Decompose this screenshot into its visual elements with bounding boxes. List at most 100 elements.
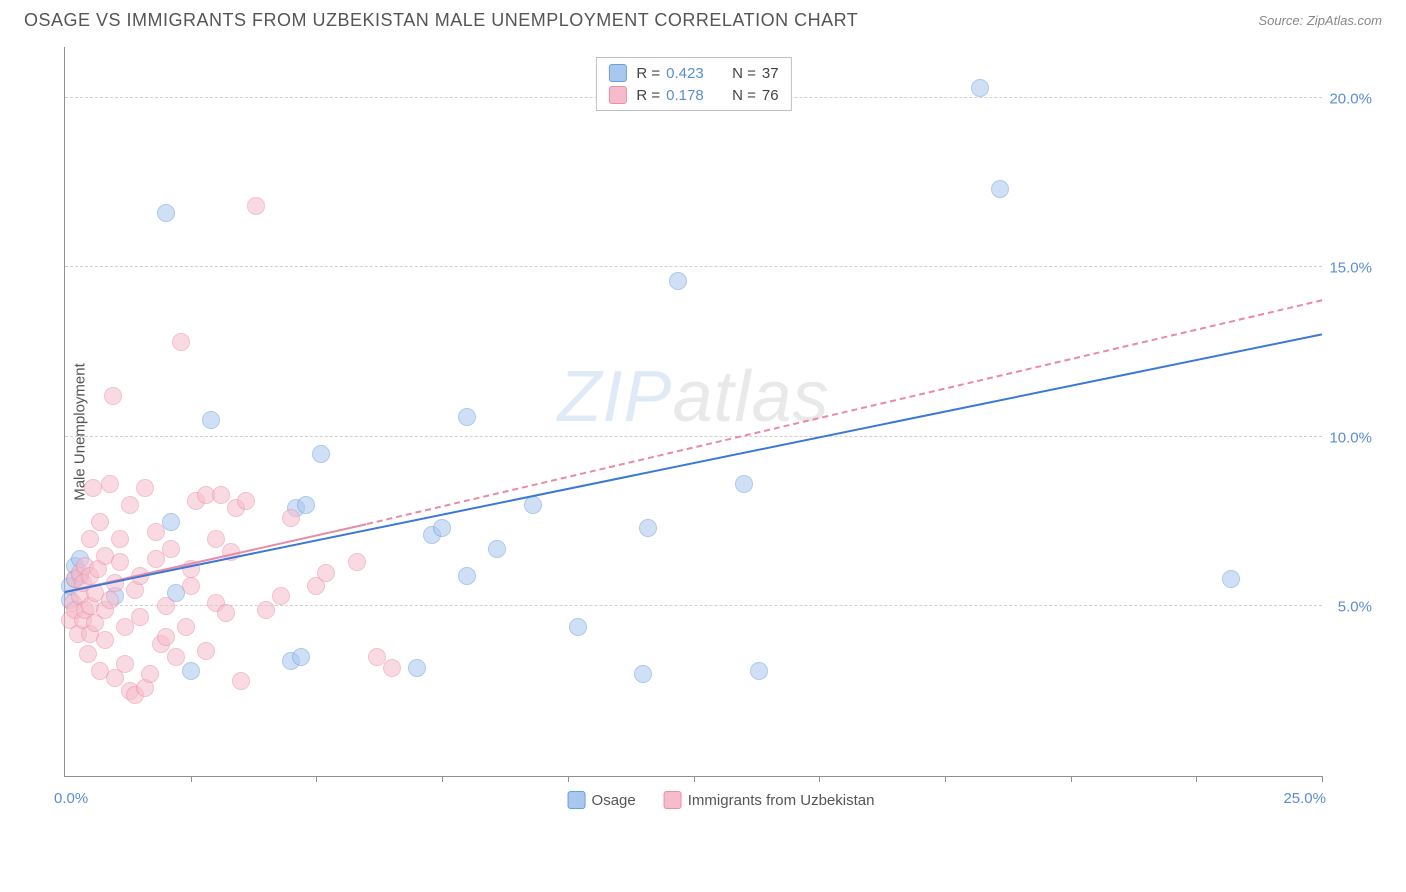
y-tick-label: 15.0% <box>1329 260 1372 277</box>
data-point-uzbekistan <box>197 642 215 660</box>
legend-row-osage: R = 0.423 N = 37 <box>608 62 778 84</box>
chart-source: Source: ZipAtlas.com <box>1258 13 1382 28</box>
x-tick <box>442 776 443 782</box>
data-point-uzbekistan <box>79 645 97 663</box>
legend-n-value-uzbekistan: 76 <box>762 87 779 104</box>
data-point-osage <box>182 662 200 680</box>
data-point-uzbekistan <box>247 197 265 215</box>
x-tick <box>819 776 820 782</box>
trend-line <box>366 299 1322 525</box>
data-point-uzbekistan <box>111 530 129 548</box>
data-point-osage <box>408 659 426 677</box>
data-point-uzbekistan <box>111 553 129 571</box>
data-point-osage <box>750 662 768 680</box>
legend-row-uzbekistan: R = 0.178 N = 76 <box>608 84 778 106</box>
data-point-uzbekistan <box>317 564 335 582</box>
data-point-uzbekistan <box>157 628 175 646</box>
data-point-uzbekistan <box>177 618 195 636</box>
data-point-uzbekistan <box>167 648 185 666</box>
chart-header: OSAGE VS IMMIGRANTS FROM UZBEKISTAN MALE… <box>0 0 1406 37</box>
data-point-uzbekistan <box>116 655 134 673</box>
legend-swatch-osage <box>608 64 626 82</box>
data-point-uzbekistan <box>84 479 102 497</box>
legend-n-value-osage: 37 <box>762 65 779 82</box>
data-point-osage <box>157 204 175 222</box>
data-point-uzbekistan <box>232 672 250 690</box>
data-point-uzbekistan <box>101 591 119 609</box>
data-point-osage <box>639 519 657 537</box>
legend-swatch-osage-bottom <box>568 791 586 809</box>
data-point-osage <box>162 513 180 531</box>
legend-swatch-uzbekistan <box>608 86 626 104</box>
x-tick <box>191 776 192 782</box>
data-point-osage <box>433 519 451 537</box>
data-point-osage <box>735 475 753 493</box>
chart-container: Male Unemployment ZIPatlas R = 0.423 N =… <box>60 37 1382 827</box>
data-point-osage <box>292 648 310 666</box>
legend-r-label: R = <box>636 65 660 82</box>
x-axis-end-label: 25.0% <box>1283 790 1326 807</box>
data-point-osage <box>971 79 989 97</box>
x-tick <box>568 776 569 782</box>
x-tick <box>316 776 317 782</box>
data-point-uzbekistan <box>348 553 366 571</box>
data-point-osage <box>312 445 330 463</box>
data-point-uzbekistan <box>104 387 122 405</box>
data-point-uzbekistan <box>217 604 235 622</box>
data-point-uzbekistan <box>172 333 190 351</box>
data-point-uzbekistan <box>383 659 401 677</box>
data-point-uzbekistan <box>182 577 200 595</box>
data-point-uzbekistan <box>147 523 165 541</box>
data-point-osage <box>569 618 587 636</box>
x-tick <box>1196 776 1197 782</box>
x-tick <box>1322 776 1323 782</box>
x-tick <box>1071 776 1072 782</box>
data-point-osage <box>634 665 652 683</box>
data-point-uzbekistan <box>81 530 99 548</box>
data-point-uzbekistan <box>212 486 230 504</box>
gridline <box>65 436 1322 437</box>
legend-swatch-uzbekistan-bottom <box>664 791 682 809</box>
data-point-uzbekistan <box>162 540 180 558</box>
data-point-osage <box>458 408 476 426</box>
y-tick-label: 5.0% <box>1338 599 1372 616</box>
data-point-osage <box>1222 570 1240 588</box>
data-point-uzbekistan <box>96 631 114 649</box>
data-point-osage <box>488 540 506 558</box>
gridline <box>65 605 1322 606</box>
data-point-uzbekistan <box>207 530 225 548</box>
data-point-uzbekistan <box>257 601 275 619</box>
data-point-osage <box>297 496 315 514</box>
data-point-uzbekistan <box>282 509 300 527</box>
legend-n-label: N = <box>732 87 756 104</box>
data-point-uzbekistan <box>121 496 139 514</box>
x-tick <box>694 776 695 782</box>
data-point-osage <box>991 180 1009 198</box>
legend-bottom: Osage Immigrants from Uzbekistan <box>568 791 875 809</box>
legend-label-uzbekistan: Immigrants from Uzbekistan <box>688 792 875 809</box>
y-tick-label: 20.0% <box>1329 90 1372 107</box>
plot-area: ZIPatlas R = 0.423 N = 37 R = 0.178 N = … <box>64 47 1322 777</box>
legend-r-label: R = <box>636 87 660 104</box>
trend-line <box>65 333 1322 593</box>
legend-n-label: N = <box>732 65 756 82</box>
legend-r-value-uzbekistan: 0.178 <box>666 87 716 104</box>
data-point-uzbekistan <box>157 597 175 615</box>
x-tick <box>945 776 946 782</box>
y-tick-label: 10.0% <box>1329 429 1372 446</box>
data-point-uzbekistan <box>131 608 149 626</box>
data-point-uzbekistan <box>136 479 154 497</box>
chart-title: OSAGE VS IMMIGRANTS FROM UZBEKISTAN MALE… <box>24 10 858 31</box>
legend-label-osage: Osage <box>592 792 636 809</box>
gridline <box>65 266 1322 267</box>
data-point-osage <box>202 411 220 429</box>
data-point-uzbekistan <box>141 665 159 683</box>
x-axis-start-label: 0.0% <box>54 790 88 807</box>
data-point-uzbekistan <box>237 492 255 510</box>
data-point-uzbekistan <box>101 475 119 493</box>
data-point-osage <box>669 272 687 290</box>
legend-correlation: R = 0.423 N = 37 R = 0.178 N = 76 <box>595 57 791 111</box>
data-point-uzbekistan <box>272 587 290 605</box>
data-point-osage <box>458 567 476 585</box>
data-point-uzbekistan <box>91 513 109 531</box>
